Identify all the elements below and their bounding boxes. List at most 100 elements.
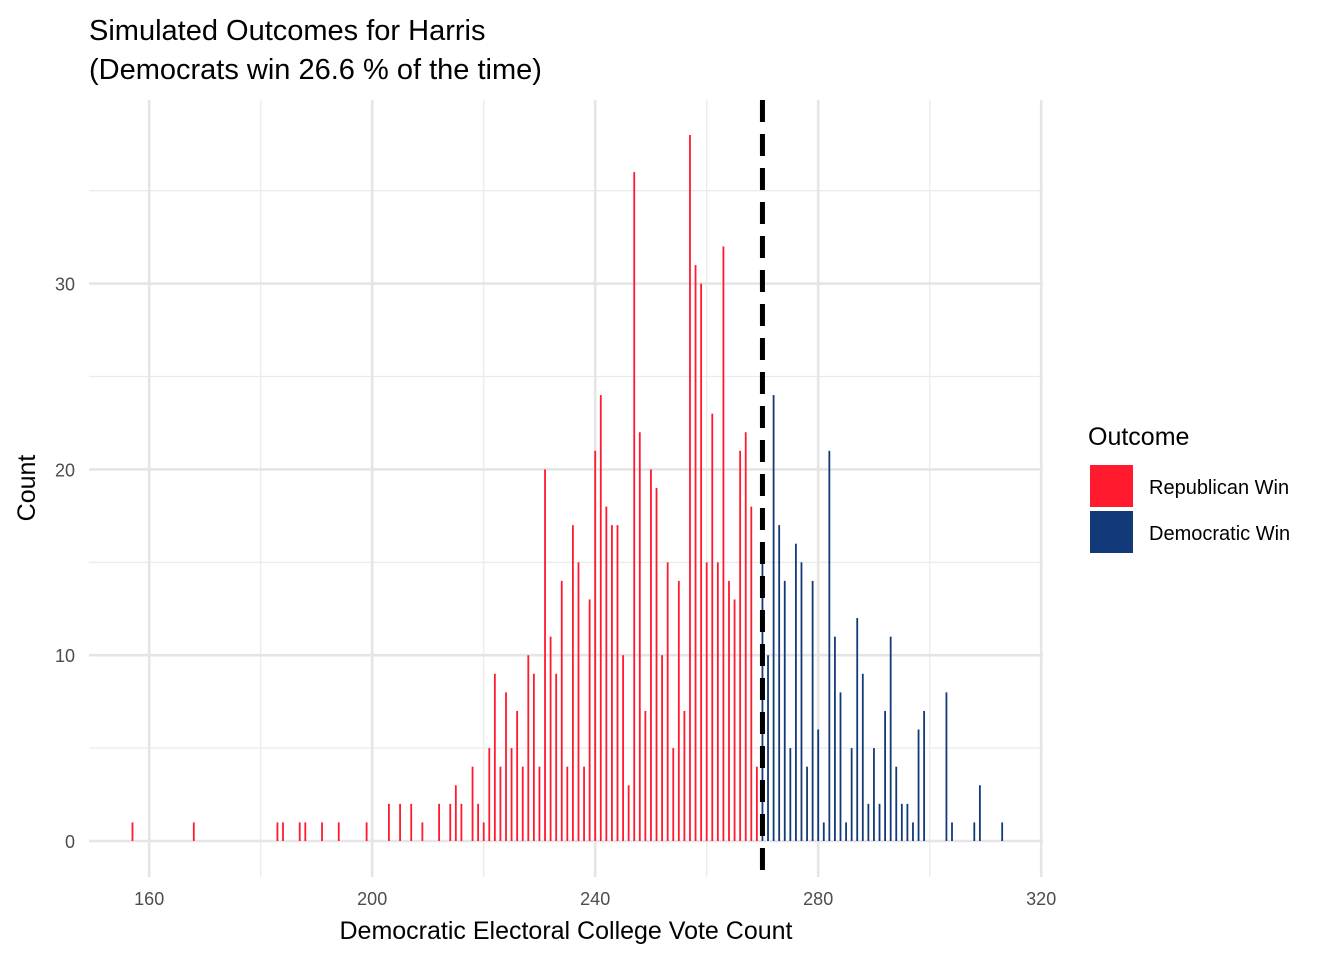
bar-democratic-win xyxy=(923,710,926,841)
bar-republican-win xyxy=(716,562,719,841)
y-tick-label: 0 xyxy=(65,832,75,852)
bar-republican-win xyxy=(750,506,753,841)
bar-republican-win xyxy=(666,562,669,841)
bar-republican-win xyxy=(460,803,463,841)
bar-republican-win xyxy=(739,450,742,841)
bar-democratic-win xyxy=(889,636,892,841)
bar-republican-win xyxy=(694,265,697,841)
bar-republican-win xyxy=(471,766,474,841)
bar-republican-win xyxy=(454,785,457,841)
bar-republican-win xyxy=(622,655,624,841)
bar-democratic-win xyxy=(811,580,814,841)
bar-republican-win xyxy=(276,822,279,841)
x-tick-label: 200 xyxy=(357,889,387,909)
y-tick-label: 10 xyxy=(55,646,75,666)
bar-republican-win xyxy=(633,172,636,841)
bar-republican-win xyxy=(477,803,480,841)
bar-democratic-win xyxy=(945,692,948,841)
bar-republican-win xyxy=(544,469,546,841)
x-tick-label: 240 xyxy=(580,889,610,909)
bar-democratic-win xyxy=(900,803,903,841)
bar-republican-win xyxy=(755,766,758,841)
bar-democratic-win xyxy=(806,766,808,841)
bar-democratic-win xyxy=(906,803,909,841)
bar-democratic-win xyxy=(795,543,797,841)
bar-democratic-win xyxy=(861,673,864,841)
bar-democratic-win xyxy=(839,692,842,841)
bar-democratic-win xyxy=(973,822,976,841)
bar-republican-win xyxy=(555,673,558,841)
bar-republican-win xyxy=(644,710,647,841)
bar-democratic-win xyxy=(800,562,803,841)
bar-republican-win xyxy=(488,748,491,841)
bar-democratic-win xyxy=(767,655,769,841)
bar-republican-win xyxy=(493,673,496,841)
bar-democratic-win xyxy=(856,618,859,841)
bar-republican-win xyxy=(650,469,652,841)
bar-republican-win xyxy=(131,822,134,841)
x-tick-label: 280 xyxy=(803,889,833,909)
bar-republican-win xyxy=(689,134,691,841)
bar-republican-win xyxy=(449,803,452,841)
bar-republican-win xyxy=(499,766,502,841)
bar-republican-win xyxy=(599,395,602,841)
bar-republican-win xyxy=(516,710,519,841)
bar-democratic-win xyxy=(878,803,881,841)
bar-republican-win xyxy=(410,803,413,841)
bar-democratic-win xyxy=(978,785,981,841)
bar-democratic-win xyxy=(873,748,875,841)
bar-republican-win xyxy=(661,655,663,841)
bars xyxy=(131,134,1004,842)
bar-democratic-win xyxy=(783,580,786,841)
bar-republican-win xyxy=(482,822,485,841)
bar-republican-win xyxy=(337,822,340,841)
bar-democratic-win xyxy=(761,562,764,841)
bar-republican-win xyxy=(700,283,703,842)
bar-republican-win xyxy=(605,506,608,841)
bar-republican-win xyxy=(438,803,440,841)
legend-key-democratic xyxy=(1090,511,1133,553)
bar-republican-win xyxy=(583,766,585,841)
bar-republican-win xyxy=(505,692,507,841)
bar-democratic-win xyxy=(822,822,825,841)
bar-democratic-win xyxy=(912,822,914,841)
bar-democratic-win xyxy=(884,710,886,841)
bar-republican-win xyxy=(705,562,708,841)
bar-democratic-win xyxy=(895,766,898,841)
bar-republican-win xyxy=(594,450,597,841)
bar-democratic-win xyxy=(845,822,847,841)
bar-democratic-win xyxy=(850,748,853,841)
chart-title-line1: Simulated Outcomes for Harris xyxy=(89,15,485,47)
major-gridlines xyxy=(89,100,1043,877)
legend-key-republican xyxy=(1090,465,1133,507)
bar-republican-win xyxy=(616,525,619,841)
bar-republican-win xyxy=(527,655,530,841)
bar-republican-win xyxy=(304,822,307,841)
x-tick-label: 160 xyxy=(134,889,164,909)
minor-gridlines xyxy=(89,100,1043,877)
bar-republican-win xyxy=(282,822,284,841)
bar-democratic-win xyxy=(1001,822,1004,841)
bar-republican-win xyxy=(672,748,675,841)
bar-republican-win xyxy=(711,413,714,841)
bar-republican-win xyxy=(421,822,424,841)
x-axis-title: Democratic Electoral College Vote Count xyxy=(339,917,792,945)
bar-democratic-win xyxy=(789,748,792,841)
bar-republican-win xyxy=(677,580,680,841)
bar-republican-win xyxy=(733,599,736,841)
bar-republican-win xyxy=(538,766,541,841)
bar-republican-win xyxy=(298,822,301,841)
legend: Outcome Republican Win Democratic Win xyxy=(1088,423,1290,553)
bar-republican-win xyxy=(572,525,574,841)
y-axis-title: Count xyxy=(13,455,41,522)
bar-republican-win xyxy=(577,562,580,841)
bar-democratic-win xyxy=(867,803,870,841)
bar-democratic-win xyxy=(834,636,836,841)
bar-republican-win xyxy=(321,822,323,841)
y-tick-label: 30 xyxy=(55,275,75,295)
bar-republican-win xyxy=(627,785,630,841)
bar-republican-win xyxy=(549,636,552,841)
bar-republican-win xyxy=(399,803,401,841)
chart-title-line2: (Democrats win 26.6 % of the time) xyxy=(89,54,542,86)
